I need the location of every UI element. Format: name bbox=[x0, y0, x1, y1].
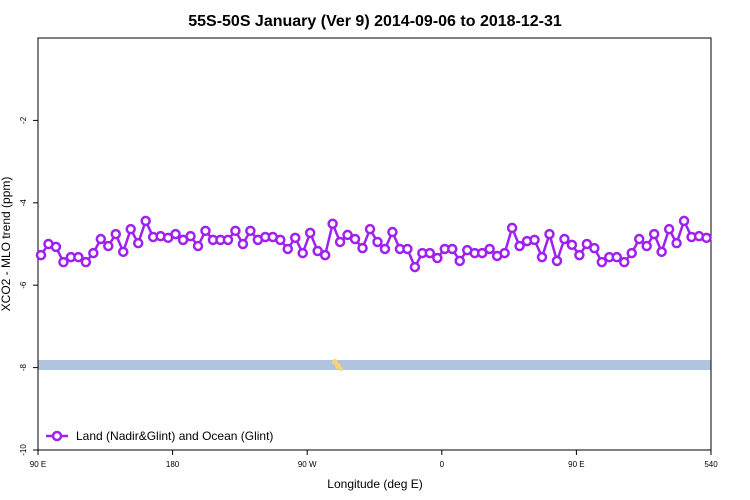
data-point bbox=[447, 243, 458, 255]
y-tick-label: -4 bbox=[19, 199, 28, 207]
data-point bbox=[222, 234, 234, 246]
data-point bbox=[73, 251, 84, 263]
data-point bbox=[641, 240, 652, 252]
data-point bbox=[506, 222, 518, 234]
data-point bbox=[275, 234, 286, 246]
data-point bbox=[245, 225, 256, 237]
data-point bbox=[327, 218, 338, 230]
data-point bbox=[80, 256, 92, 268]
data-point bbox=[581, 238, 593, 250]
data-point bbox=[402, 243, 413, 255]
x-tick-label: 540 bbox=[704, 460, 718, 469]
chart-title: 55S-50S January (Ver 9) 2014-09-06 to 20… bbox=[188, 13, 562, 30]
data-point bbox=[656, 246, 667, 258]
data-point bbox=[671, 237, 682, 249]
data-point bbox=[379, 243, 391, 255]
data-point bbox=[574, 249, 585, 261]
data-point bbox=[566, 239, 578, 251]
data-point bbox=[364, 223, 376, 235]
data-point bbox=[319, 249, 331, 261]
y-tick-label: -10 bbox=[19, 444, 28, 456]
data-point bbox=[192, 240, 204, 252]
data-point bbox=[304, 227, 316, 239]
data-point bbox=[678, 215, 690, 227]
data-point bbox=[387, 226, 398, 238]
data-point bbox=[230, 225, 241, 237]
data-point bbox=[140, 215, 151, 227]
data-point bbox=[312, 245, 323, 257]
data-point bbox=[559, 233, 570, 245]
x-tick-label: 180 bbox=[166, 460, 180, 469]
land-ocean-band bbox=[38, 360, 711, 370]
y-axis-label: XCO2 - MLO trend (ppm) bbox=[0, 177, 13, 312]
data-point bbox=[701, 232, 712, 244]
data-point bbox=[103, 240, 114, 252]
data-point bbox=[110, 228, 122, 240]
data-point bbox=[297, 247, 308, 259]
data-point bbox=[536, 251, 548, 263]
data-point bbox=[663, 223, 675, 235]
data-point bbox=[589, 242, 600, 254]
legend-label: Land (Nadir&Glint) and Ocean (Glint) bbox=[76, 429, 273, 443]
data-point bbox=[551, 255, 563, 267]
data-point bbox=[185, 230, 196, 242]
data-point bbox=[349, 233, 361, 245]
data-point bbox=[544, 228, 555, 240]
data-point bbox=[476, 247, 488, 259]
x-tick-label: 90 E bbox=[30, 460, 46, 469]
x-tick-label: 0 bbox=[440, 460, 445, 469]
land-marker bbox=[335, 363, 341, 369]
y-tick-label: -2 bbox=[19, 116, 28, 124]
data-point bbox=[342, 229, 353, 241]
data-point bbox=[125, 223, 136, 235]
data-point bbox=[611, 251, 623, 263]
data-point bbox=[619, 256, 630, 268]
data-point bbox=[648, 228, 660, 240]
data-point bbox=[432, 252, 443, 264]
data-point bbox=[88, 247, 99, 259]
y-tick-label: -8 bbox=[19, 363, 28, 371]
data-point bbox=[484, 243, 495, 255]
data-point bbox=[633, 233, 645, 245]
legend-marker bbox=[51, 430, 63, 442]
data-point bbox=[514, 240, 525, 252]
data-point bbox=[282, 243, 294, 255]
x-tick-label: 90 E bbox=[568, 460, 584, 469]
data-point bbox=[454, 255, 465, 267]
plot-frame bbox=[37, 37, 712, 451]
x-axis-label: Longitude (deg E) bbox=[327, 477, 422, 491]
data-point bbox=[372, 236, 383, 248]
data-point bbox=[596, 256, 608, 268]
data-point bbox=[200, 225, 211, 237]
data-point bbox=[95, 233, 107, 245]
land-marker bbox=[339, 367, 343, 371]
data-point bbox=[529, 234, 540, 246]
data-point bbox=[357, 242, 368, 254]
data-point bbox=[626, 247, 637, 259]
data-point bbox=[50, 241, 62, 253]
data-point bbox=[499, 247, 510, 259]
x-tick-label: 90 W bbox=[298, 460, 317, 469]
data-point bbox=[58, 256, 69, 268]
data-point bbox=[424, 247, 436, 259]
data-point bbox=[170, 228, 181, 240]
data-point bbox=[117, 246, 129, 258]
data-point bbox=[289, 232, 301, 244]
data-point bbox=[334, 236, 346, 248]
y-tick-label: -6 bbox=[19, 281, 28, 289]
data-point bbox=[237, 238, 249, 250]
data-point bbox=[35, 249, 47, 261]
data-point bbox=[409, 261, 421, 273]
data-point bbox=[132, 237, 144, 249]
